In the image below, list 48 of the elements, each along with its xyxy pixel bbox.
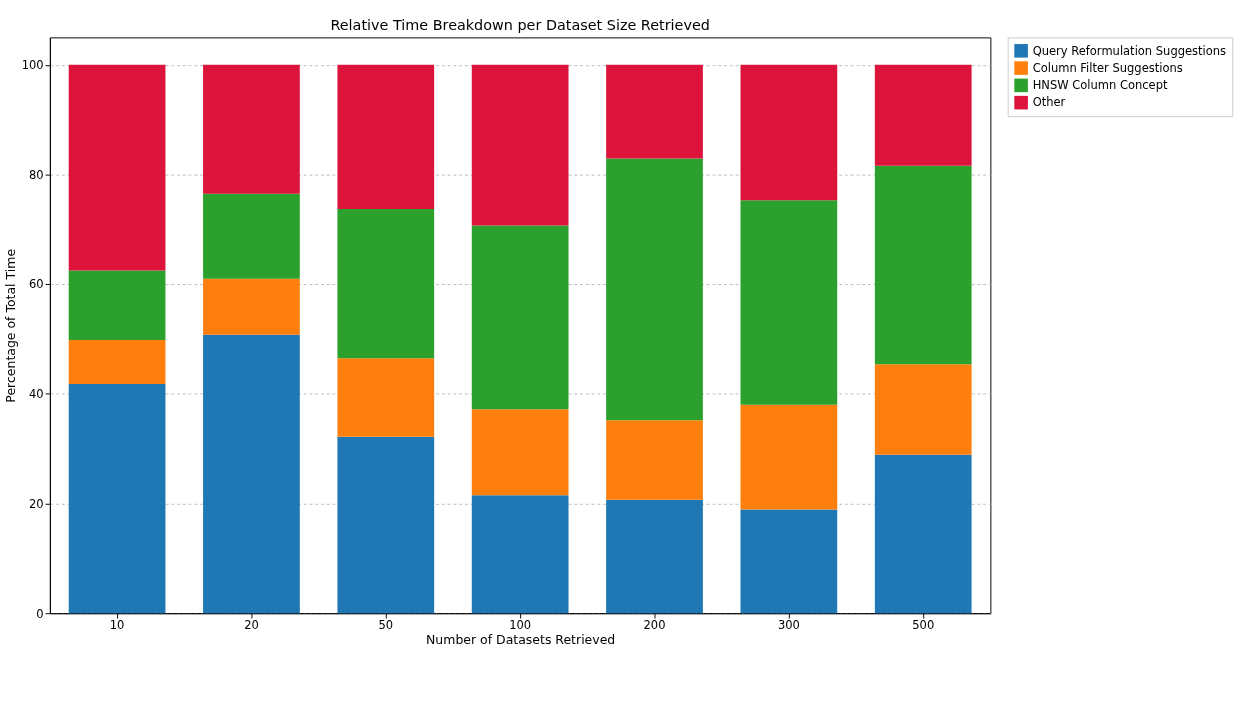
bar xyxy=(471,495,569,614)
bar xyxy=(606,64,703,159)
bar xyxy=(606,158,703,421)
x-tick-label: 300 xyxy=(777,618,800,633)
legend-label: Column Filter Suggestions xyxy=(1032,60,1183,75)
bar xyxy=(203,193,300,279)
bar xyxy=(740,200,838,405)
x-tick-label: 50 xyxy=(378,618,394,633)
y-tick-label: 40 xyxy=(29,387,44,402)
bar xyxy=(68,64,166,271)
legend-label: Other xyxy=(1032,95,1066,110)
bar xyxy=(874,64,972,166)
x-axis-title: Number of Datasets Retrieved xyxy=(426,632,616,648)
bar xyxy=(337,209,435,359)
y-tick-label: 100 xyxy=(21,58,44,73)
bar xyxy=(203,334,300,614)
y-tick-label: 80 xyxy=(29,167,44,182)
bar xyxy=(874,364,972,455)
y-tick-label: 0 xyxy=(36,606,44,621)
x-tick-label: 500 xyxy=(912,618,935,633)
legend-label: Query Reformulation Suggestions xyxy=(1032,43,1227,58)
bar xyxy=(740,64,838,201)
bar xyxy=(203,64,300,194)
y-axis-title: Percentage of Total Time xyxy=(2,248,18,403)
bar xyxy=(471,409,569,496)
chart-title: Relative Time Breakdown per Dataset Size Retrieved xyxy=(330,17,710,34)
bar xyxy=(471,225,569,410)
bar xyxy=(337,358,435,437)
x-tick-label: 200 xyxy=(643,618,666,633)
y-tick-label: 20 xyxy=(29,496,44,511)
y-tick-label: 60 xyxy=(29,277,44,292)
x-tick-label: 10 xyxy=(109,618,125,633)
bar xyxy=(68,340,166,384)
x-tick-label: 20 xyxy=(244,618,259,633)
x-tick-label: 100 xyxy=(509,618,532,633)
bar xyxy=(606,420,703,500)
bar xyxy=(68,383,166,614)
bar xyxy=(740,509,838,614)
bar xyxy=(203,278,300,335)
bar xyxy=(337,64,435,210)
bar xyxy=(874,165,972,365)
bar xyxy=(337,436,435,614)
bar xyxy=(68,270,166,341)
bar xyxy=(606,499,703,614)
bar xyxy=(740,404,838,510)
legend-label: HNSW Column Concept xyxy=(1032,78,1168,93)
bar xyxy=(471,64,569,226)
bar xyxy=(874,454,972,614)
